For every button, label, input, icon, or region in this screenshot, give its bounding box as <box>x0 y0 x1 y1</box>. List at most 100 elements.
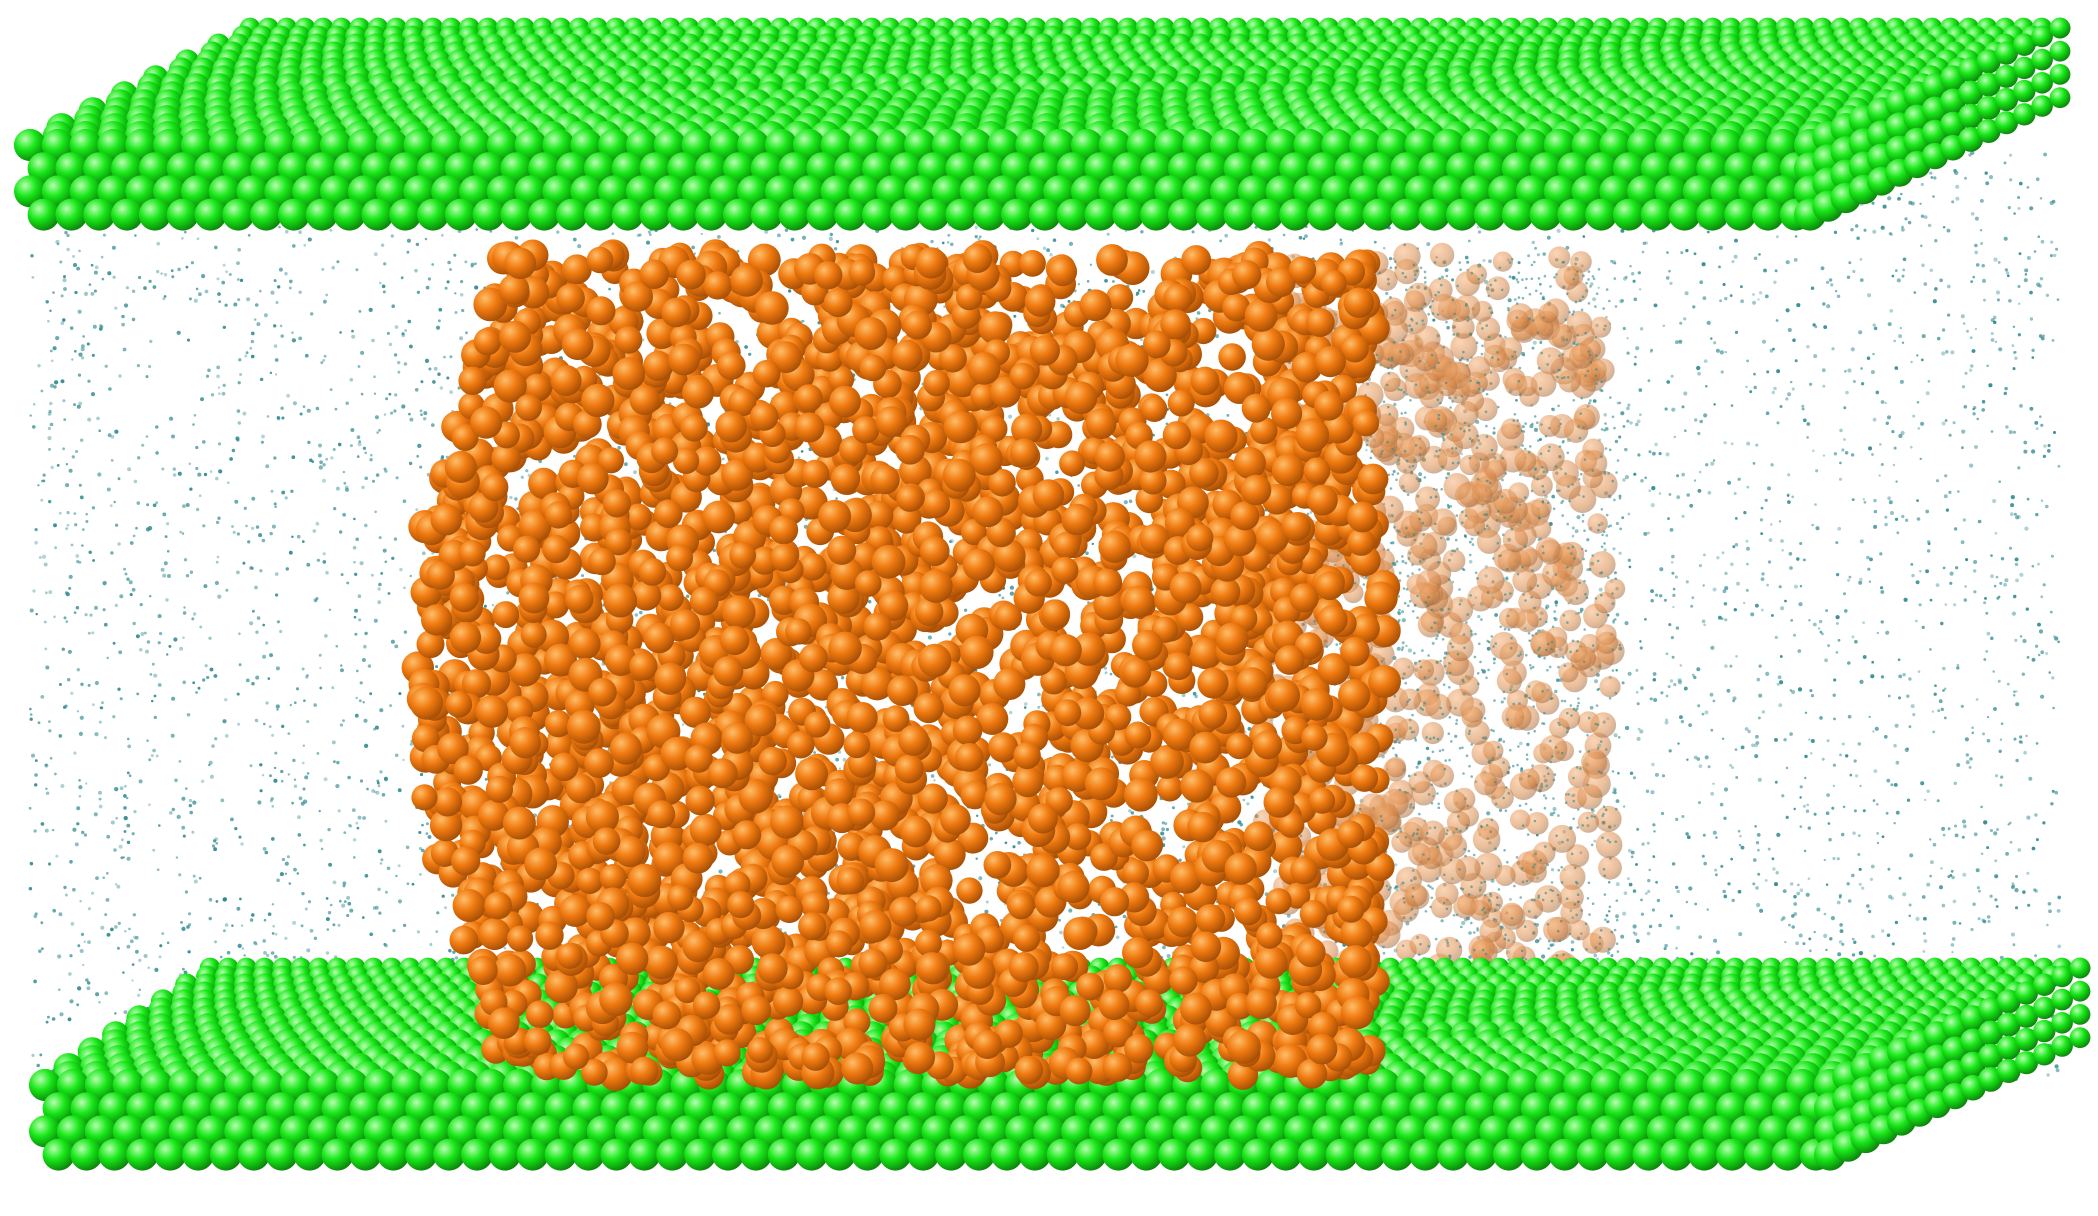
solvent-particle <box>63 616 67 620</box>
solvent-particle <box>1806 422 1811 426</box>
solvent-particle <box>304 775 309 780</box>
solvent-particle <box>1046 248 1050 253</box>
solvent-particle <box>1961 446 1964 450</box>
solvent-particle <box>1906 694 1910 698</box>
solvent-particle <box>346 581 350 585</box>
solvent-particle <box>379 862 383 865</box>
solvent-particle <box>340 668 344 673</box>
solvent-particle <box>83 291 89 296</box>
solvent-particle <box>44 763 48 767</box>
solvent-particle <box>171 807 175 812</box>
solvent-particle <box>279 324 283 328</box>
solvent-particle <box>262 654 267 659</box>
solvent-particle <box>1941 826 1946 831</box>
solvent-particle <box>1744 727 1749 731</box>
solvent-particle <box>1715 348 1720 353</box>
solvent-particle <box>946 241 950 244</box>
solvent-particle <box>115 816 119 820</box>
solvent-particle <box>1618 551 1622 555</box>
solvent-particle <box>34 541 38 545</box>
solvent-particle <box>393 353 398 357</box>
solvent-particle <box>979 235 982 239</box>
solvent-particle <box>1668 749 1672 753</box>
solvent-particle <box>375 473 380 477</box>
solvent-particle <box>209 774 214 779</box>
solvent-particle <box>118 650 123 655</box>
solvent-particle <box>85 782 88 785</box>
solvent-particle <box>2014 356 2018 360</box>
solvent-particle <box>163 273 168 277</box>
solvent-particle <box>354 632 358 636</box>
solvent-particle <box>1681 405 1685 409</box>
solvent-particle <box>1724 571 1728 576</box>
solvent-particle <box>1841 448 1845 452</box>
solvent-particle <box>1651 908 1655 912</box>
solvent-particle <box>1861 886 1865 890</box>
solvent-particle <box>419 873 422 876</box>
solvent-particle <box>1787 392 1792 397</box>
solvent-particle <box>174 778 178 783</box>
solvent-particle <box>401 724 405 728</box>
solvent-particle <box>525 469 529 473</box>
solvent-particle <box>2029 206 2034 211</box>
solvent-particle <box>2015 758 2019 763</box>
solvent-particle <box>1950 943 1955 947</box>
solvent-particle <box>1868 580 1872 583</box>
solvent-particle <box>1753 858 1757 862</box>
solvent-particle <box>50 359 54 363</box>
solvent-particle <box>1486 811 1491 816</box>
solvent-particle <box>1509 897 1512 901</box>
solvent-particle <box>1739 834 1742 838</box>
solvent-particle <box>363 718 368 723</box>
solvent-particle <box>249 621 254 626</box>
solvent-particle <box>1992 670 1995 673</box>
solvent-particle <box>1733 254 1738 259</box>
solvent-particle <box>1594 679 1598 684</box>
solvent-particle <box>1921 334 1926 339</box>
solvent-particle <box>1647 531 1650 535</box>
solvent-particle <box>1267 238 1272 242</box>
solvent-particle <box>1556 228 1561 233</box>
solvent-particle <box>269 531 273 536</box>
solvent-particle <box>1273 869 1277 874</box>
solvent-particle <box>1893 822 1896 825</box>
solvent-particle <box>82 335 85 338</box>
solvent-particle <box>1418 472 1422 477</box>
solvent-particle <box>451 893 455 897</box>
solvent-particle <box>355 821 359 825</box>
solvent-particle <box>1969 757 1973 761</box>
solvent-particle <box>1654 772 1659 777</box>
solvent-particle <box>355 537 360 542</box>
solvent-particle <box>1837 526 1842 531</box>
solvent-particle <box>1887 694 1891 698</box>
solvent-particle <box>1851 953 1856 957</box>
solvent-particle <box>358 618 362 622</box>
solvent-particle <box>203 584 208 589</box>
solvent-particle <box>1899 379 1904 384</box>
solvent-particle <box>375 790 380 795</box>
solvent-particle <box>390 411 394 415</box>
solvent-particle <box>440 234 444 237</box>
solvent-particle <box>1969 336 1973 340</box>
solvent-particle <box>318 653 322 657</box>
solvent-particle <box>162 573 167 578</box>
solvent-particle <box>1801 404 1805 408</box>
solvent-particle <box>62 278 67 283</box>
solvent-particle <box>1676 474 1680 478</box>
solvent-particle <box>94 605 98 610</box>
solvent-particle <box>1852 831 1856 835</box>
solvent-particle <box>1919 457 1922 461</box>
solvent-particle <box>374 790 377 794</box>
solvent-particle <box>189 810 193 815</box>
solvent-particle <box>1944 419 1948 422</box>
solvent-particle <box>395 874 398 878</box>
solvent-particle <box>298 796 303 801</box>
solvent-particle <box>1477 615 1481 619</box>
solvent-particle <box>835 497 838 500</box>
solvent-particle <box>2003 236 2008 241</box>
solvent-particle <box>1934 239 1938 243</box>
solvent-particle <box>1755 741 1760 745</box>
solvent-particle <box>2031 348 2035 352</box>
solvent-particle <box>1887 867 1891 871</box>
solvent-particle <box>436 911 440 915</box>
